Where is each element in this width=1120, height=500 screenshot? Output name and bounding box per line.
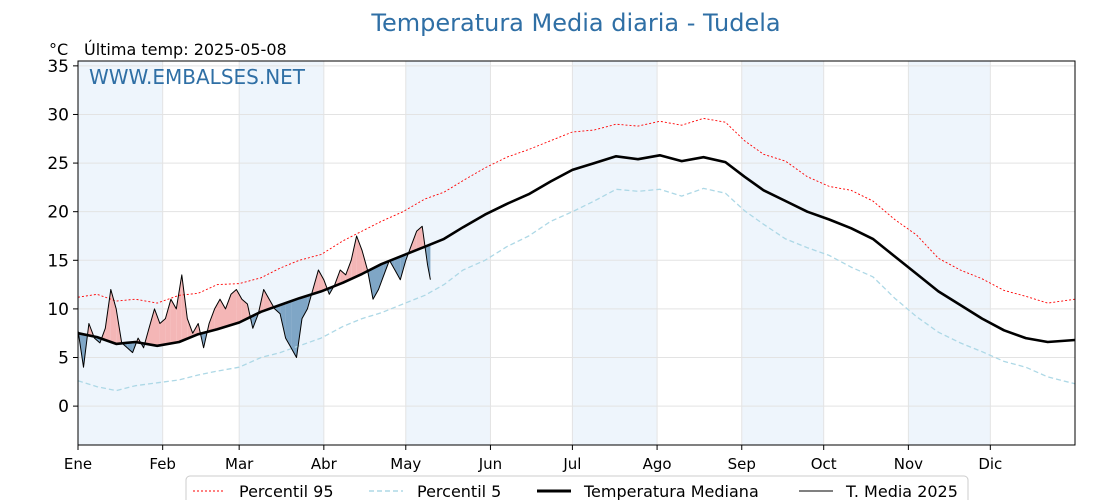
- below-median-fill: [296, 297, 302, 358]
- y-tick-label: 0: [58, 397, 69, 417]
- below-median-fill: [127, 342, 133, 353]
- plot-frame: [77, 60, 1076, 446]
- above-median-fill: [416, 226, 423, 250]
- month-shading: [78, 61, 991, 445]
- y-tick-label: 30: [47, 105, 69, 125]
- below-median-fill: [373, 265, 379, 300]
- y-tick-label: 5: [58, 349, 69, 369]
- above-median-fill: [356, 236, 363, 277]
- x-tick-label: Sep: [728, 455, 756, 473]
- watermark: WWW.EMBALSES.NET: [89, 65, 306, 89]
- y-tick-label: 10: [47, 300, 69, 320]
- x-tick-label: Abr: [311, 455, 338, 473]
- y-tick-label: 25: [47, 154, 69, 174]
- above-median-fill: [181, 274, 188, 341]
- chart-title: Temperatura Media diaria - Tudela: [370, 9, 780, 37]
- y-tick-label: 35: [47, 57, 69, 77]
- x-tick-label: Nov: [894, 455, 923, 473]
- above-median-fill: [411, 231, 417, 253]
- legend-label-median: Temperatura Mediana: [583, 482, 759, 500]
- below-median-fill: [394, 256, 401, 280]
- above-median-fill: [170, 299, 177, 344]
- below-median-fill: [378, 263, 384, 290]
- above-median-fill: [263, 289, 270, 311]
- above-median-fill: [225, 294, 231, 327]
- x-tick-label: Jul: [562, 455, 581, 473]
- y-axis: 0 5 10 15 20 25 30 35: [47, 57, 78, 417]
- legend-label-p95: Percentil 95: [239, 482, 334, 500]
- above-median-fill: [159, 318, 166, 346]
- above-median-fill: [209, 308, 215, 332]
- x-tick-label: Ene: [64, 455, 92, 473]
- below-median-fill: [285, 301, 292, 348]
- above-median-fill: [318, 270, 324, 293]
- above-median-fill: [149, 308, 155, 346]
- last-temp-label: Última temp: 2025-05-08: [84, 40, 287, 59]
- above-median-fill: [241, 299, 248, 322]
- above-median-fill: [351, 236, 357, 279]
- unit-label: °C: [49, 40, 68, 59]
- x-tick-label: Dic: [978, 455, 1002, 473]
- month-band: [741, 61, 824, 445]
- p95-line: [77, 117, 1076, 304]
- month-band: [78, 61, 163, 445]
- p5-line: [77, 187, 1076, 392]
- above-median-fill: [340, 270, 346, 284]
- above-median-fill: [236, 289, 242, 324]
- above-median-fill: [345, 260, 352, 282]
- above-median-fill: [165, 299, 171, 345]
- x-tick-label: Mar: [225, 455, 254, 473]
- month-band: [908, 61, 991, 445]
- x-tick-label: Feb: [149, 455, 176, 473]
- legend-box: [185, 475, 969, 500]
- legend-label-p5: Percentil 5: [417, 482, 501, 500]
- month-band: [239, 61, 324, 445]
- above-median-fill: [231, 289, 237, 326]
- x-axis: Ene Feb Mar Abr May Jun Jul Ago Sep Oct Nov Dic: [64, 445, 1002, 473]
- current-year-line: [77, 225, 431, 368]
- legend: Percentil 95 Percentil 5 Temperatura Med…: [185, 475, 969, 500]
- series-lines: [77, 117, 1076, 392]
- below-median-fill: [302, 295, 308, 319]
- legend-label-current: T. Media 2025: [845, 482, 958, 500]
- y-tick-label: 15: [47, 251, 69, 271]
- above-median-fill: [176, 274, 182, 343]
- y-tick-label: 20: [47, 203, 69, 223]
- month-band: [572, 61, 658, 445]
- below-median-fill: [427, 244, 431, 280]
- x-tick-label: Jun: [478, 455, 502, 473]
- above-median-fill: [110, 289, 117, 344]
- month-band: [405, 61, 491, 445]
- median-line: [77, 154, 1076, 348]
- below-median-fill: [280, 303, 286, 339]
- x-tick-label: Ago: [643, 455, 672, 473]
- x-tick-label: May: [390, 455, 421, 473]
- below-median-fill: [291, 299, 297, 358]
- above-median-fill: [154, 308, 160, 346]
- x-tick-label: Oct: [811, 455, 837, 473]
